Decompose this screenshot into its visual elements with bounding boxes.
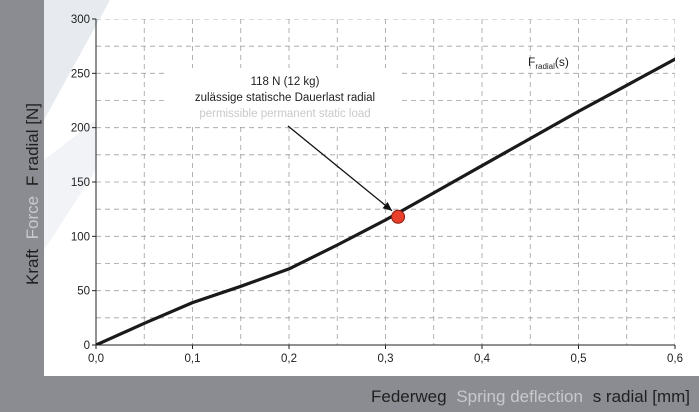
- series-line-f-radial: [96, 57, 675, 345]
- x-axis-title: Federweg Spring deflection s radial [mm]: [371, 387, 690, 406]
- x-axis-title-de: Federweg: [371, 387, 447, 406]
- x-tick-label: 0,2: [281, 353, 297, 365]
- y-tick-label: 300: [71, 14, 90, 26]
- annotation-box: [168, 68, 400, 124]
- y-axis-title-en: Force: [23, 196, 42, 239]
- y-tick-label: 0: [84, 340, 90, 352]
- x-tick-label: 0,0: [88, 353, 104, 365]
- y-tick-label: 250: [71, 68, 90, 80]
- axes: [92, 18, 676, 349]
- annotation-line-3: permissible permanent static load: [199, 108, 370, 120]
- x-tick-label: 0,6: [667, 353, 683, 365]
- x-tick-label: 0,5: [571, 353, 587, 365]
- y-tick-label: 200: [71, 123, 90, 135]
- x-tick-label: 0,3: [378, 353, 394, 365]
- x-tick-label: 0,4: [474, 353, 491, 365]
- x-tick-label: 0,1: [185, 353, 201, 365]
- y-tick-label: 50: [77, 286, 90, 298]
- y-axis-title: Kraft Force F radial [N]: [23, 103, 42, 285]
- series: Fradial(s): [96, 55, 675, 345]
- x-axis-title-sym: s radial [mm]: [593, 387, 690, 406]
- highlight-point-marker: [391, 209, 406, 224]
- decorative-stripe: [44, 0, 110, 120]
- y-tick-label: 150: [71, 177, 90, 189]
- series-legend-label: Fradial(s): [528, 55, 569, 71]
- annotation-line-1: 118 N (12 kg): [251, 76, 320, 88]
- tick-labels: 0 50 100 150 200 250 300 0,0 0,1 0,2 0,3 0,4 0,5 0,6: [71, 14, 683, 365]
- y-axis-title-de: Kraft: [23, 249, 42, 285]
- annotation-arrow-line: [287, 125, 393, 212]
- annotation-arrow-head: [382, 201, 393, 211]
- y-tick-label: 100: [71, 231, 90, 243]
- annotation-line-2: zulässige statische Dauerlast radial: [195, 92, 375, 104]
- plot-panel: [44, 0, 699, 376]
- decorative-stripe-2: [44, 120, 96, 250]
- y-axis-title-sym: F radial [N]: [23, 103, 42, 186]
- x-axis-title-en: Spring deflection: [456, 387, 583, 406]
- annotation: 118 N (12 kg) zulässige statische Dauerla…: [168, 68, 406, 224]
